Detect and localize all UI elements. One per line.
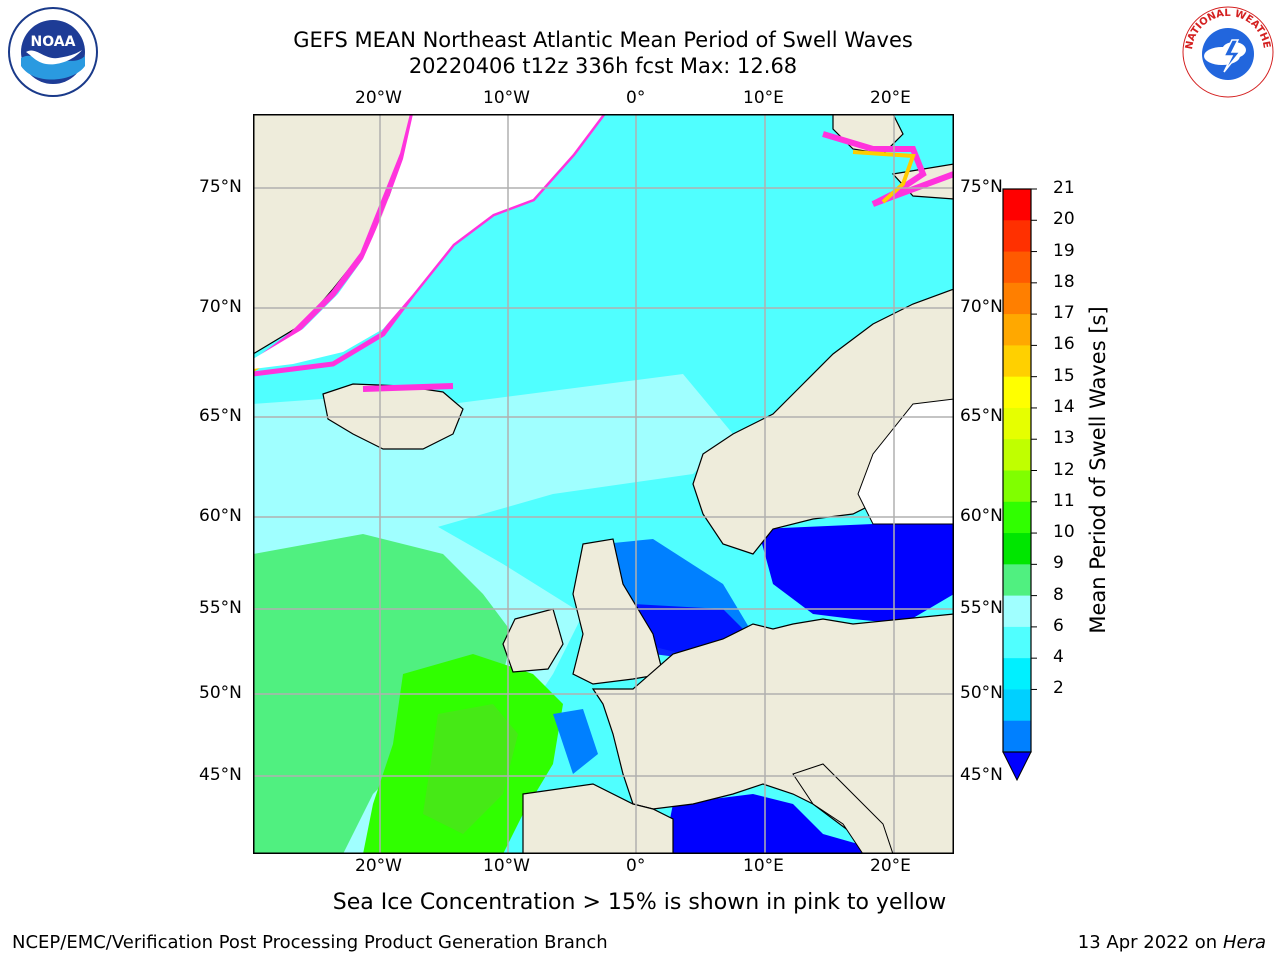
footer-host: Hera <box>1222 932 1266 953</box>
colorbar-tick-label: 2 <box>1053 678 1064 699</box>
colorbar-tick-label: 4 <box>1053 647 1064 668</box>
footer-date-text: 13 Apr 2022 on <box>1077 932 1223 953</box>
colorbar-tick-label: 15 <box>1053 365 1075 386</box>
lat-tick-right-65n: 65°N <box>960 406 1003 426</box>
sea-ice-iceland-north <box>362 383 454 392</box>
colorbar-band <box>1003 220 1031 253</box>
map-subtitle: 20220406 t12z 336h fcst Max: 12.68 <box>408 54 798 78</box>
greenland-ice-zone <box>253 114 603 369</box>
colorbar-tick-label: 6 <box>1053 615 1064 636</box>
sea-ice-svalbard <box>822 131 954 207</box>
colorbar-band <box>1003 282 1031 315</box>
colorbar-tick-label: 12 <box>1053 459 1075 480</box>
lon-tick-top-10w: 10°W <box>483 88 530 108</box>
sea-ice-svalbard-yellow <box>852 150 916 204</box>
colorbar-tick-label: 16 <box>1053 334 1075 355</box>
map-area <box>253 114 954 854</box>
colorbar-tick-label: 8 <box>1053 584 1064 605</box>
map-border <box>253 114 954 854</box>
lat-tick-left-55n: 55°N <box>199 598 242 618</box>
lat-tick-left-50n: 50°N <box>199 683 242 703</box>
colorbar-tick-label: 17 <box>1053 303 1075 324</box>
baltic-sea-swell <box>758 519 954 624</box>
lat-tick-right-45n: 45°N <box>960 765 1003 785</box>
lat-tick-left-45n: 45°N <box>199 765 242 785</box>
colorbar-tick-label: 20 <box>1053 209 1075 230</box>
lat-tick-right-55n: 55°N <box>960 598 1003 618</box>
colorbar-band <box>1003 501 1031 534</box>
colorbar-band <box>1003 251 1031 284</box>
lon-tick-bottom-10e: 10°E <box>743 856 784 876</box>
lon-tick-top-10e: 10°E <box>743 88 784 108</box>
colorbar-band <box>1003 376 1031 409</box>
colorbar-tick-label: 13 <box>1053 428 1075 449</box>
sea-ice-caption: Sea Ice Concentration > 15% is shown in … <box>332 890 947 915</box>
colorbar-band <box>1003 658 1031 690</box>
nws-logo: NATIONAL WEATHER SERVICE <box>1180 4 1274 98</box>
colorbar-band <box>1003 626 1031 659</box>
lon-tick-top-20e: 20°E <box>870 88 911 108</box>
colorbar-band <box>1003 689 1031 722</box>
lat-tick-right-50n: 50°N <box>960 683 1003 703</box>
lon-tick-bottom-20e: 20°E <box>870 856 911 876</box>
lon-tick-bottom-0: 0° <box>626 856 646 876</box>
graticule <box>253 114 954 854</box>
lat-tick-left-75n: 75°N <box>199 177 242 197</box>
gulf-of-bothnia-ice <box>857 398 954 525</box>
colorbar-tick-label: 9 <box>1053 553 1064 574</box>
lat-tick-left-65n: 65°N <box>199 406 242 426</box>
lat-tick-right-70n: 70°N <box>960 297 1003 317</box>
colorbar-under-triangle <box>1002 751 1032 782</box>
colorbar-tick-label: 19 <box>1053 240 1075 261</box>
noaa-logo-text: NOAA <box>31 34 76 50</box>
lon-tick-top-20w: 20°W <box>355 88 402 108</box>
map-title: GEFS MEAN Northeast Atlantic Mean Period… <box>293 28 913 52</box>
lon-tick-bottom-10w: 10°W <box>483 856 530 876</box>
colorbar-title: Mean Period of Swell Waves [s] <box>1086 306 1110 634</box>
lon-tick-top-0: 0° <box>626 88 646 108</box>
colorbar-band <box>1003 564 1031 597</box>
colorbar-tick-label: 10 <box>1053 522 1075 543</box>
lon-tick-bottom-20w: 20°W <box>355 856 402 876</box>
footer-date: 13 Apr 2022 on Hera <box>1078 932 1266 953</box>
footer-credit: NCEP/EMC/Verification Post Processing Pr… <box>12 932 608 953</box>
colorbar-band <box>1003 439 1031 471</box>
great-britain-land <box>572 538 664 685</box>
italy-land <box>792 763 894 854</box>
biscay-swell <box>553 709 598 774</box>
lat-tick-right-75n: 75°N <box>960 177 1003 197</box>
sea-ice-edge-greenland <box>253 114 416 367</box>
colorbar-band <box>1003 533 1031 565</box>
swell-band-11 <box>423 704 518 834</box>
colorbar-band <box>1003 720 1031 753</box>
colorbar <box>1002 188 1037 782</box>
colorbar-band <box>1003 189 1031 221</box>
lat-tick-right-60n: 60°N <box>960 506 1003 526</box>
colorbar-band <box>1003 314 1031 346</box>
mediterranean-swell <box>663 794 893 854</box>
noaa-logo: NOAA <box>8 7 98 97</box>
colorbar-band <box>1003 345 1031 378</box>
colorbar-band <box>1003 407 1031 440</box>
colorbar-tick-label: 21 <box>1053 178 1075 198</box>
colorbar-tick-label: 18 <box>1053 271 1075 292</box>
colorbar-band <box>1003 595 1031 628</box>
colorbar-tick-label: 14 <box>1053 396 1075 417</box>
lat-tick-left-70n: 70°N <box>199 297 242 317</box>
colorbar-tick-label: 11 <box>1053 490 1075 511</box>
colorbar-band <box>1003 470 1031 503</box>
lat-tick-left-60n: 60°N <box>199 506 242 526</box>
